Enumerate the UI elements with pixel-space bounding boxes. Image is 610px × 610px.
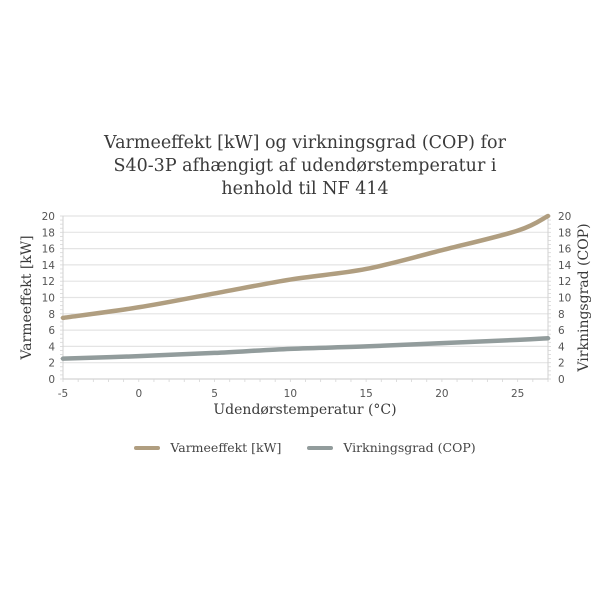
y2-tick-label: 0	[558, 374, 565, 386]
y-tick-label: 20	[42, 211, 55, 223]
y-axis-label: Varmeeffekt [kW]	[19, 235, 35, 360]
y2-tick-label: 14	[558, 260, 572, 272]
x-tick-label: 5	[211, 388, 218, 400]
y-tick-label: 2	[48, 358, 55, 370]
legend-label-cop: Virkningsgrad (COP)	[343, 440, 476, 455]
y-tick-label: 10	[42, 293, 55, 305]
y-tick-label: 4	[48, 341, 55, 353]
y2-tick-label: 8	[558, 309, 565, 321]
x-axis-label: Udendørstemperatur (°C)	[213, 402, 396, 418]
y-tick-label: 6	[48, 325, 55, 337]
x-tick-label: -5	[58, 388, 68, 400]
y2-tick-label: 18	[558, 227, 571, 239]
x-tick-label: 10	[284, 388, 297, 400]
y-tick-label: 12	[42, 276, 55, 288]
legend-swatch-cop	[307, 445, 334, 450]
legend-item-varmeeffekt: Varmeeffekt [kW]	[134, 440, 281, 455]
y2-tick-label: 2	[558, 358, 565, 370]
y-tick-label: 16	[42, 244, 56, 256]
series-line-varmeeffekt	[60, 213, 551, 321]
chart-title-line-2: S40-3P afhængigt af udendørstemperatur i	[113, 156, 497, 176]
y2-tick-label: 16	[558, 244, 572, 256]
y2-tick-label: 12	[558, 276, 571, 288]
y2-axis-label: Virkningsgrad (COP)	[576, 223, 592, 372]
x-tick-label: 15	[359, 388, 372, 400]
y-tick-label: 8	[48, 309, 55, 321]
chart-title: Varmeeffekt [kW] og virkningsgrad (COP) …	[0, 132, 610, 201]
y-tick-label: 18	[42, 227, 55, 239]
series-line-cop	[60, 336, 551, 361]
y-tick-label: 0	[48, 374, 55, 386]
y-tick-label: 14	[42, 260, 56, 272]
y2-tick-label: 20	[558, 211, 571, 223]
y2-tick-label: 10	[558, 293, 571, 305]
chart-title-line-1: Varmeeffekt [kW] og virkningsgrad (COP) …	[104, 133, 506, 153]
y2-tick-label: 4	[558, 341, 565, 353]
x-tick-label: 25	[511, 388, 524, 400]
chart-title-line-3: henhold til NF 414	[221, 179, 389, 199]
chart-legend: Varmeeffekt [kW] Virkningsgrad (COP)	[0, 440, 610, 455]
legend-label-varmeeffekt: Varmeeffekt [kW]	[170, 440, 282, 455]
legend-item-cop: Virkningsgrad (COP)	[307, 440, 476, 455]
y2-tick-label: 6	[558, 325, 565, 337]
x-tick-label: 20	[435, 388, 448, 400]
x-tick-label: 0	[135, 388, 142, 400]
legend-swatch-varmeeffekt	[134, 445, 161, 450]
